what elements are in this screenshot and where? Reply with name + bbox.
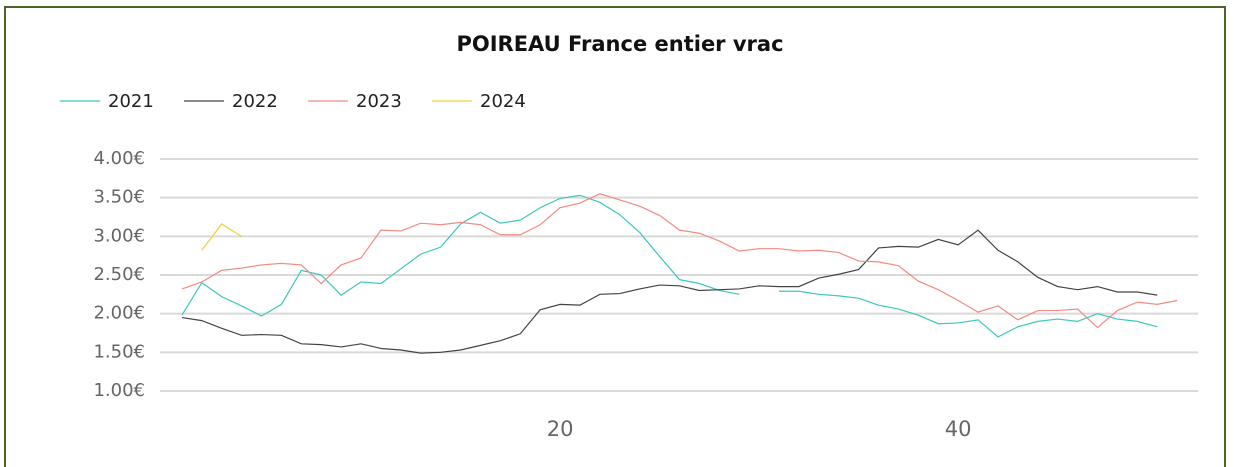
y-tick-label: 1.50€: [93, 341, 145, 362]
x-tick-label: 20: [547, 417, 574, 441]
x-tick-label: 40: [945, 417, 972, 441]
y-tick-label: 2.50€: [93, 264, 145, 285]
legend-label: 2021: [108, 91, 154, 112]
legend-label: 2023: [356, 91, 402, 112]
chart-title: POIREAU France entier vrac: [456, 32, 783, 56]
legend-label: 2022: [232, 91, 278, 112]
y-tick-label: 2.00€: [93, 303, 145, 324]
legend-label: 2024: [480, 91, 526, 112]
series-line: [181, 194, 1158, 338]
series-line: [181, 193, 1178, 329]
series-line: [201, 223, 242, 251]
series-line: [181, 229, 1158, 354]
y-tick-label: 3.00€: [93, 225, 145, 246]
frame: [4, 6, 1226, 467]
y-tick-label: 4.00€: [93, 148, 145, 169]
y-tick-label: 1.00€: [93, 380, 145, 401]
y-tick-label: 3.50€: [93, 187, 145, 208]
